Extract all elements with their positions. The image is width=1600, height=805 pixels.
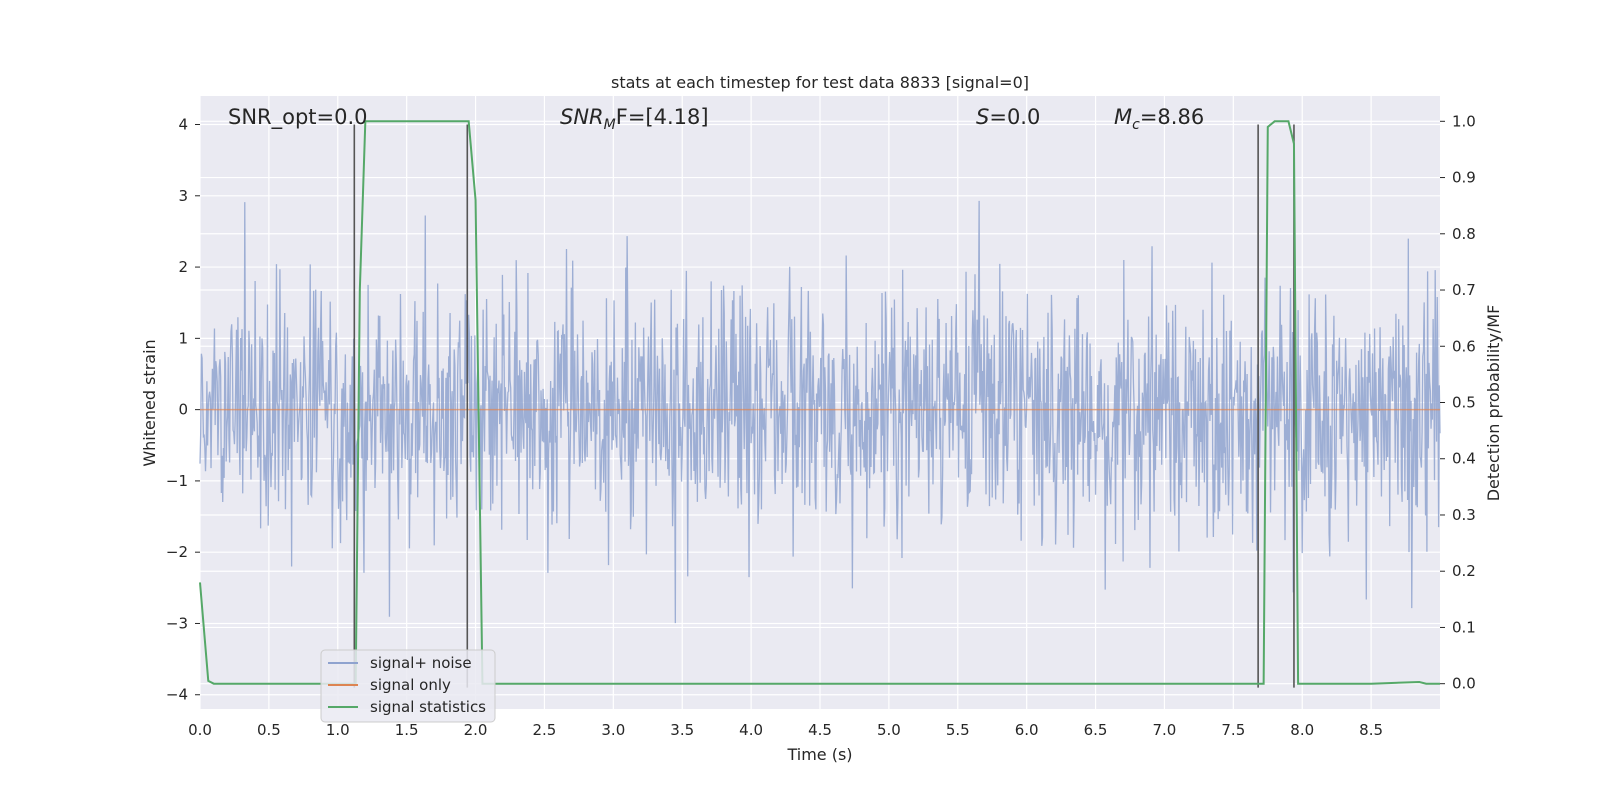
y-tick-label-7: −3 (166, 614, 188, 632)
x-tick-label-1: 0.5 (257, 721, 281, 739)
signal-statistics-line (199, 120, 1440, 685)
x-tick-label-0: 0.0 (188, 721, 212, 739)
x-tick-label-2: 1.0 (326, 721, 350, 739)
y-tick-label-8: −4 (166, 686, 188, 704)
y-tick-label-1: 3 (178, 187, 188, 205)
y2-tick-label-7: 0.3 (1452, 506, 1476, 524)
y2-tick-label-1: 0.9 (1452, 169, 1476, 187)
chart-title: stats at each timestep for test data 883… (611, 73, 1029, 92)
x-tick-label-14: 7.0 (1153, 721, 1177, 739)
x-tick-label-4: 2.0 (464, 721, 488, 739)
annotation-s-rest: =0.0 (989, 105, 1040, 129)
y2-axis-label: Detection probability/MF (1484, 305, 1503, 502)
x-tick-label-17: 8.5 (1359, 721, 1383, 739)
annotation-mc-rest: =8.86 (1140, 105, 1204, 129)
x-tick-label-9: 4.5 (808, 721, 832, 739)
y2-tick-label-2: 0.8 (1452, 225, 1476, 243)
detection-markers (353, 124, 1295, 688)
x-tick-label-6: 3.0 (601, 721, 625, 739)
x-tick-label-5: 2.5 (533, 721, 557, 739)
y2-tick-label-6: 0.4 (1452, 450, 1476, 468)
legend: signal+ noise signal only signal statist… (320, 649, 496, 723)
annotation-mc-base: M (1114, 105, 1132, 129)
x-tick-label-3: 1.5 (395, 721, 419, 739)
legend-label-signal-only: signal only (370, 676, 451, 694)
annotation-snr-opt: SNR_opt=0.0 (228, 105, 368, 130)
annotation-snr-mf: SNRMF=[4.18] (560, 105, 709, 133)
annotation-snr-mf-base: SNR (560, 105, 604, 129)
annotation-s-base: S (976, 105, 989, 129)
x-tick-label-13: 6.5 (1084, 721, 1108, 739)
y-tick-label-6: −2 (166, 543, 188, 561)
annotation-s: S=0.0 (976, 105, 1040, 129)
y-axis-label: Whitened strain (140, 339, 159, 466)
y2-tick-label-3: 0.7 (1452, 281, 1476, 299)
x-tick-label-15: 7.5 (1221, 721, 1245, 739)
x-axis-label: Time (s) (786, 745, 852, 764)
series-signal-statistics (199, 120, 1440, 685)
y2-tick-label-10: 0.0 (1452, 675, 1476, 693)
y-tick-label-4: 0 (178, 401, 188, 419)
y2-tick-label-5: 0.5 (1452, 394, 1476, 412)
noise-line (199, 200, 1441, 624)
y-tick-label-2: 2 (178, 258, 188, 276)
x-tick-label-7: 3.5 (670, 721, 694, 739)
y-tick-label-0: 4 (178, 116, 188, 134)
annotation-mc-sub: c (1132, 117, 1140, 133)
series-signal-noise (199, 200, 1441, 624)
x-tick-label-10: 5.0 (877, 721, 901, 739)
x-tick-label-16: 8.0 (1290, 721, 1314, 739)
annotation-snr-mf-sub: M (604, 117, 616, 133)
legend-label-signal-noise: signal+ noise (370, 654, 472, 672)
legend-label-signal-statistics: signal statistics (370, 698, 486, 716)
x-tick-label-12: 6.0 (1015, 721, 1039, 739)
legend-box (320, 649, 496, 723)
y2-tick-label-4: 0.6 (1452, 337, 1476, 355)
x-tick-label-11: 5.5 (946, 721, 970, 739)
y2-tick-label-0: 1.0 (1452, 112, 1476, 130)
tick-labels: 0.0 0.5 1.0 1.5 2.0 2.5 3.0 3.5 4.0 4.5 5.0 5.5 6.0 6… (166, 112, 1476, 739)
y-tick-label-5: −1 (166, 472, 188, 490)
y2-tick-label-9: 0.1 (1452, 618, 1476, 636)
annotation-mc: Mc=8.86 (1114, 105, 1204, 133)
y2-tick-label-8: 0.2 (1452, 562, 1476, 580)
y-tick-label-3: 1 (178, 329, 188, 347)
annotation-snr-mf-rest: F=[4.18] (616, 105, 709, 129)
x-tick-label-8: 4.0 (739, 721, 763, 739)
